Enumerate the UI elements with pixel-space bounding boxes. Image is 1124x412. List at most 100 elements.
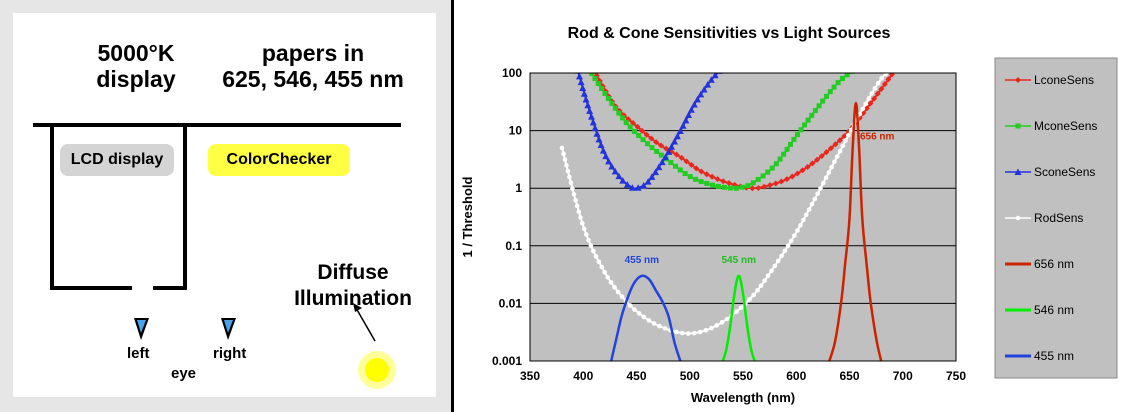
data-point-rodsens	[691, 330, 697, 336]
data-point-sconesens	[665, 148, 673, 155]
data-point-sconesens	[682, 116, 690, 124]
data-point-sconesens	[679, 122, 687, 129]
x-tick-label: 500	[680, 369, 700, 383]
data-point-lconesens	[673, 151, 680, 158]
data-point-lconesens	[688, 161, 695, 168]
data-point-sconesens	[587, 113, 595, 120]
data-point-sconesens	[690, 100, 698, 108]
data-point-lconesens	[693, 165, 700, 172]
data-point-mconesens	[787, 141, 793, 147]
data-point-sconesens	[602, 152, 610, 160]
data-point-rodsens	[738, 305, 744, 311]
data-point-rodsens	[848, 127, 854, 133]
data-point-sconesens	[589, 118, 597, 126]
data-point-mconesens	[844, 73, 850, 78]
diffuse-illumination-line2: Illumination	[294, 287, 412, 310]
data-point-mconesens	[673, 163, 679, 169]
data-point-mconesens	[589, 73, 595, 76]
data-point-sconesens	[644, 178, 652, 185]
data-point-mconesens	[612, 105, 618, 111]
x-tick-label: 700	[893, 369, 913, 383]
data-point-mconesens	[616, 110, 622, 116]
data-point-sconesens	[608, 162, 616, 170]
data-point-mconesens	[687, 174, 693, 180]
legend-entry-656-nm: 656 nm	[1005, 257, 1074, 271]
legend-label-mconesens: MconeSens	[1034, 119, 1097, 133]
data-point-lconesens	[761, 183, 768, 190]
data-point-rodsens	[615, 289, 621, 295]
data-point-rodsens	[561, 151, 566, 157]
data-point-mconesens	[698, 179, 704, 185]
data-point-sconesens	[655, 163, 663, 171]
data-point-rodsens	[578, 215, 583, 220]
data-point-lconesens	[845, 128, 852, 135]
data-point-lconesens	[832, 141, 839, 148]
data-point-sconesens	[634, 184, 642, 191]
data-point-rodsens	[809, 201, 815, 207]
data-point-mconesens	[654, 148, 660, 154]
y-tick-label: 0.001	[492, 354, 522, 368]
data-point-lconesens	[720, 178, 727, 185]
x-tick-label: 750	[946, 369, 966, 383]
data-point-lconesens	[625, 116, 632, 123]
data-point-rodsens	[782, 248, 788, 254]
data-point-mconesens	[640, 137, 646, 143]
data-point-lconesens	[668, 148, 675, 155]
data-point-mconesens	[812, 108, 818, 114]
data-point-rodsens	[812, 196, 818, 202]
data-point-mconesens	[627, 124, 633, 130]
data-point-lconesens	[799, 167, 806, 174]
data-point-mconesens	[649, 145, 655, 151]
data-point-lconesens	[658, 142, 665, 149]
data-point-sconesens	[623, 181, 631, 188]
data-point-mconesens	[765, 169, 771, 175]
data-point-sconesens	[628, 184, 636, 191]
data-point-mconesens	[827, 89, 833, 95]
data-point-rodsens	[826, 170, 832, 175]
data-point-sconesens	[579, 84, 587, 91]
data-point-sconesens	[668, 143, 676, 150]
data-point-rodsens	[703, 328, 709, 333]
data-point-rodsens	[798, 222, 803, 228]
data-point-rodsens	[818, 186, 823, 191]
data-point-sconesens	[640, 182, 648, 189]
data-point-rodsens	[570, 186, 575, 191]
series-mconesens	[589, 73, 855, 191]
data-point-rodsens	[562, 157, 568, 162]
y-tick-label: 0.1	[505, 239, 522, 253]
data-point-sconesens	[597, 141, 605, 149]
data-point-rodsens	[567, 174, 572, 180]
data-point-rodsens	[651, 321, 657, 326]
data-point-rodsens	[857, 111, 863, 117]
right-eye-icon	[221, 318, 236, 340]
data-point-rodsens	[641, 314, 647, 320]
data-point-sconesens	[599, 147, 607, 154]
data-point-rodsens	[591, 248, 596, 254]
legend-entry-546-nm: 546 nm	[1005, 303, 1074, 317]
data-point-mconesens	[798, 127, 804, 133]
data-point-rodsens	[599, 264, 605, 270]
data-point-lconesens	[860, 110, 867, 117]
data-point-lconesens	[778, 178, 785, 185]
data-point-lconesens	[878, 85, 885, 92]
data-point-mconesens	[750, 180, 756, 186]
data-point-mconesens	[809, 112, 815, 118]
data-point-rodsens	[806, 207, 812, 212]
data-point-mconesens	[805, 117, 811, 123]
data-point-lconesens	[888, 73, 895, 78]
data-point-lconesens	[596, 78, 603, 85]
data-point-mconesens	[715, 183, 721, 189]
legend-marker-rodsens	[1015, 215, 1021, 221]
series-546-nm	[721, 274, 756, 361]
experiment-diagram-panel: 5000°K display papers in 625, 546, 455 n…	[0, 0, 451, 412]
data-point-rodsens	[596, 259, 602, 265]
plot-frame	[529, 72, 957, 362]
lcd-display-chip: LCD display	[60, 144, 174, 176]
legend: LconeSens MconeSens SconeSens RodSens 656 nm…	[1005, 73, 1097, 363]
data-point-lconesens	[836, 137, 843, 144]
data-point-mconesens	[820, 98, 826, 104]
data-point-rodsens	[680, 330, 685, 336]
left-eye-label: left	[127, 345, 150, 362]
papers-heading-line1: papers in	[261, 40, 365, 66]
data-point-rodsens	[863, 101, 869, 106]
